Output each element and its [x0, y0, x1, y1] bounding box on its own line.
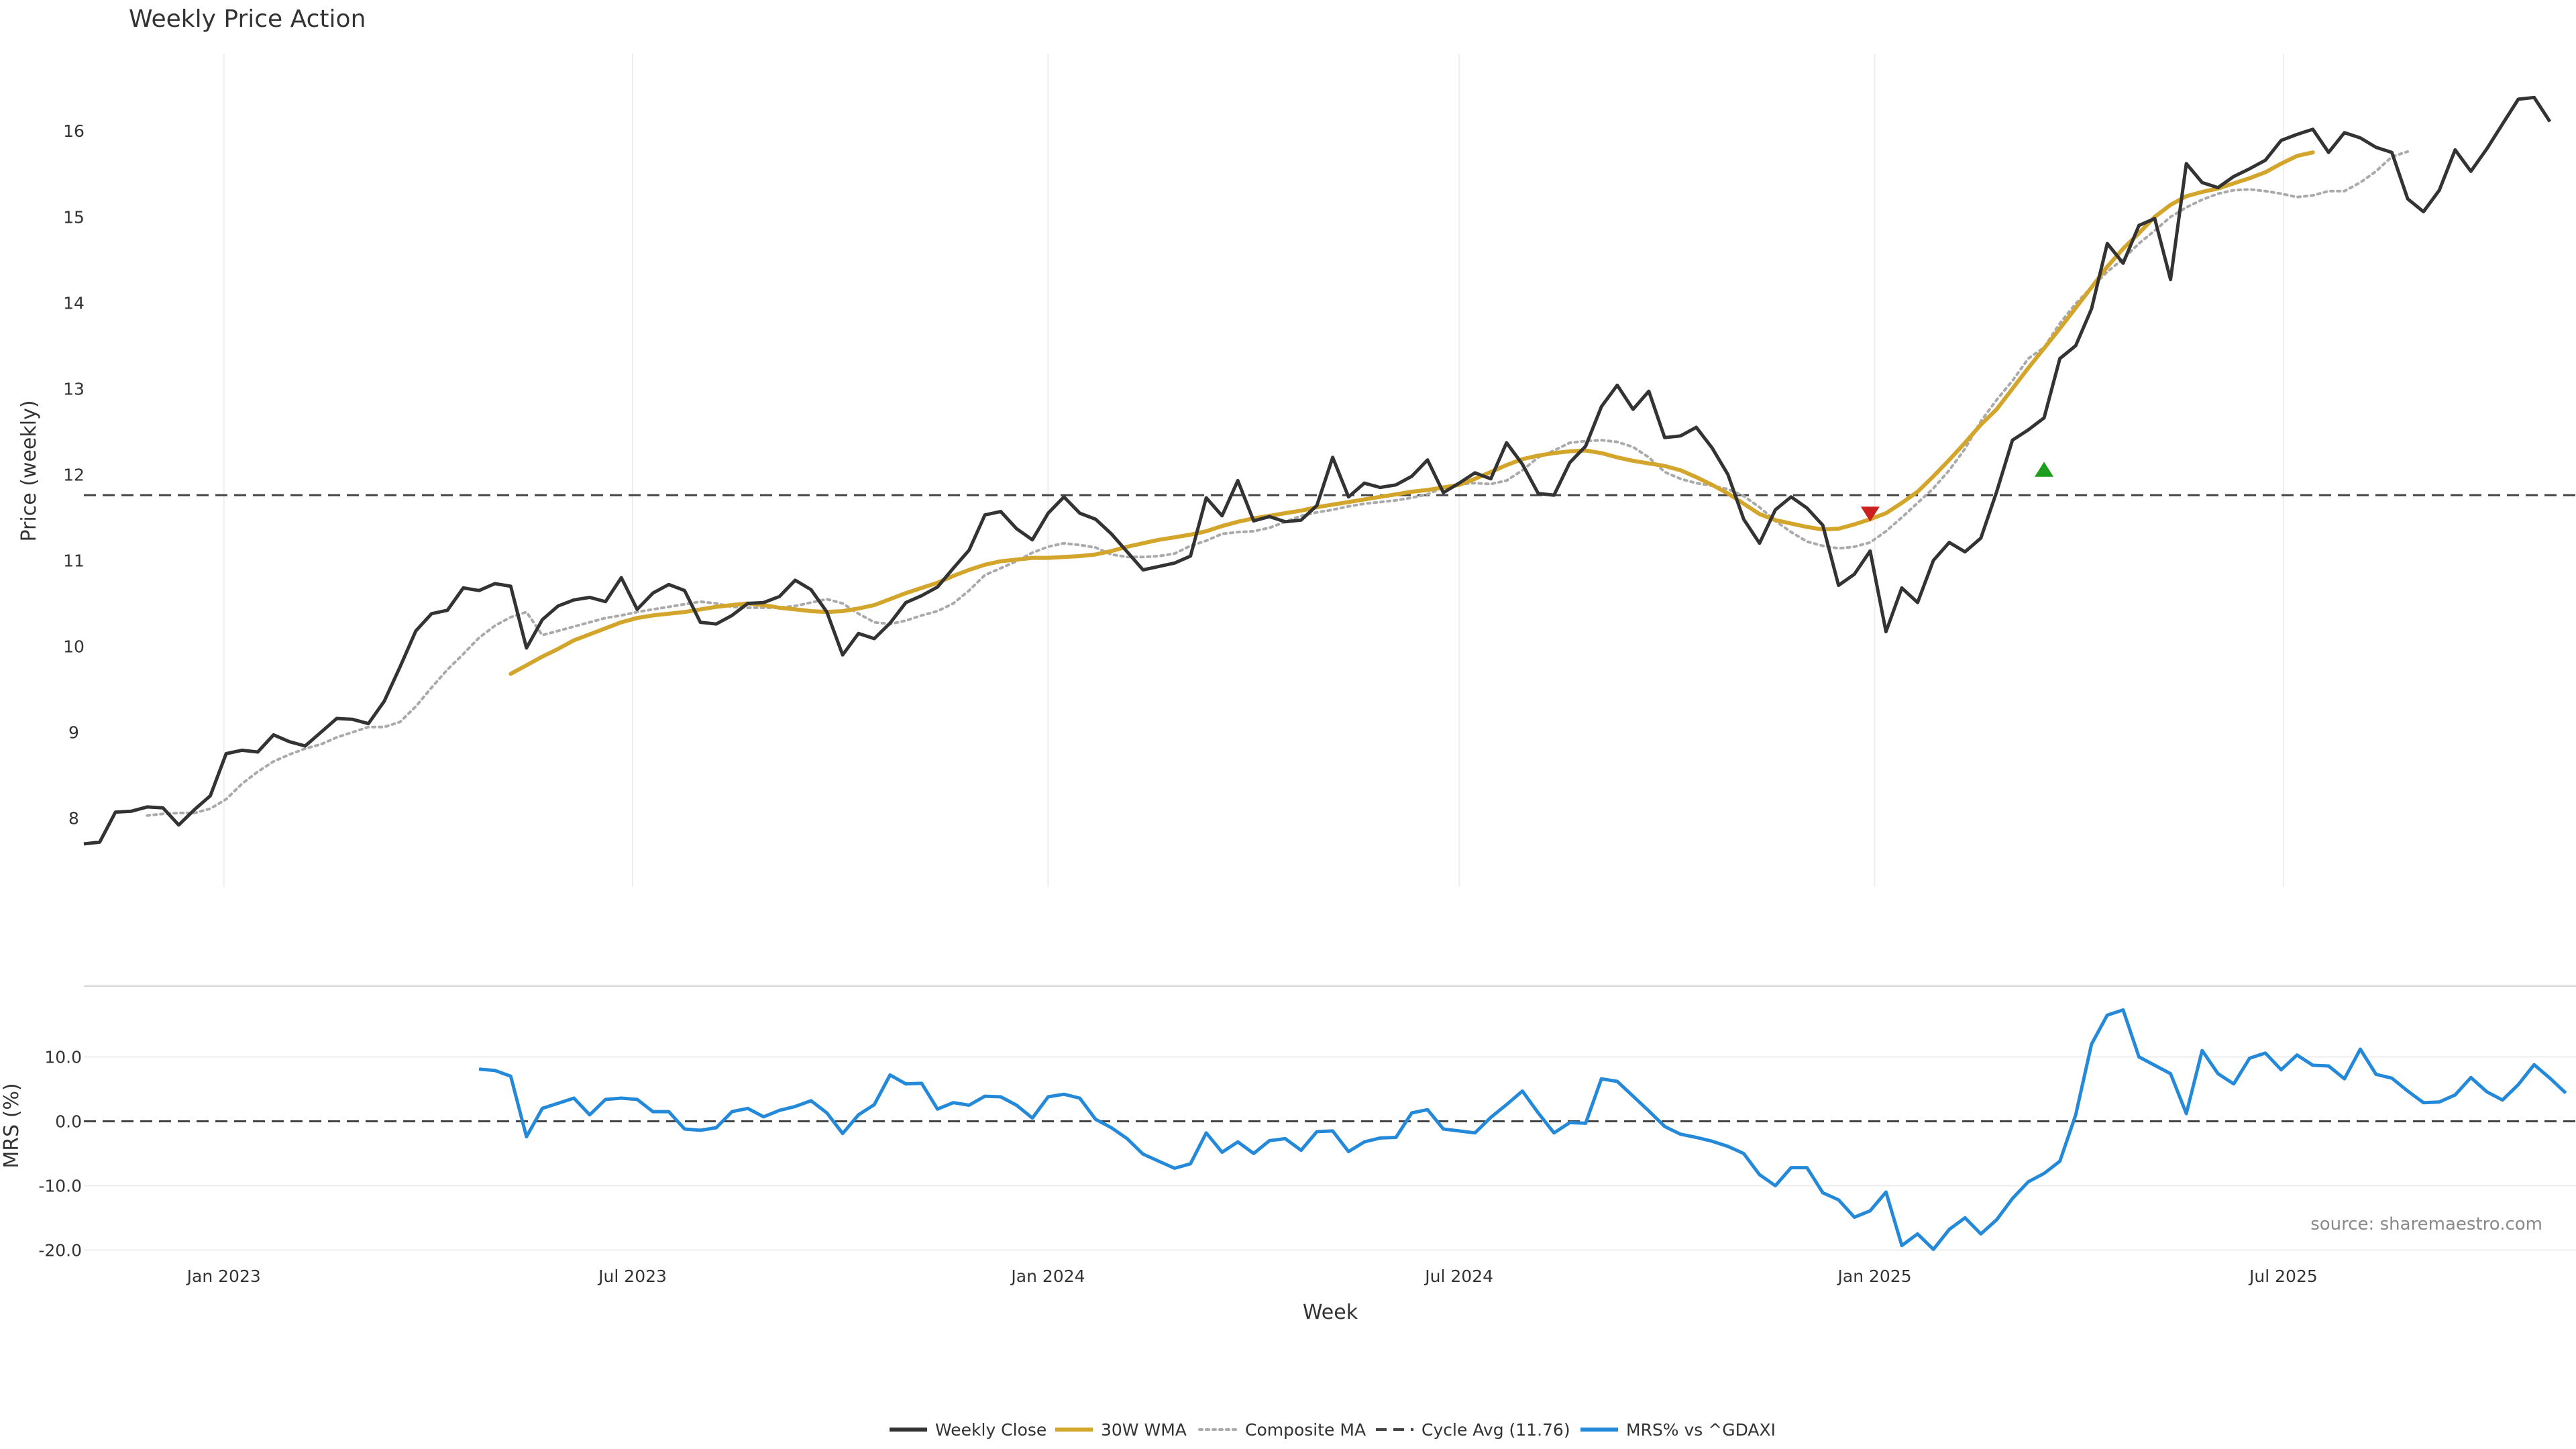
sell-signal-marker	[1860, 506, 1880, 522]
legend-label: 30W WMA	[1101, 1420, 1187, 1440]
mrs-line	[478, 1008, 2567, 1251]
legend-label: Cycle Avg (11.76)	[1421, 1420, 1570, 1440]
x-tick-label: Jul 2025	[2248, 1267, 2318, 1286]
price-y-tick-label: 11	[63, 551, 85, 570]
x-tick-label: Jan 2024	[1010, 1267, 1085, 1286]
x-tick-label: Jan 2023	[186, 1267, 261, 1286]
price-series	[83, 95, 2552, 846]
mrs-y-axis-label: MRS (%)	[0, 1083, 23, 1168]
price-y-axis-label: Price (weekly)	[17, 400, 41, 541]
mrs-y-tick-label: 0.0	[55, 1112, 82, 1132]
mrs-y-tick-label: -20.0	[38, 1240, 82, 1260]
legend-item: MRS% vs ^GDAXI	[1580, 1420, 1776, 1440]
legend-label: Composite MA	[1245, 1420, 1366, 1440]
x-tick-label: Jul 2024	[1424, 1267, 1493, 1286]
price-panel: 8 9 10 11 12 13 14 15 16	[63, 54, 2576, 887]
price-y-tick-label: 14	[63, 293, 85, 313]
price-gridlines	[223, 54, 2284, 887]
legend-item: Cycle Avg (11.76)	[1376, 1420, 1570, 1440]
price-y-tick-label: 12	[63, 465, 85, 484]
chart-title: Weekly Price Action	[129, 5, 366, 33]
legend-item: 30W WMA	[1055, 1420, 1187, 1440]
price-y-tick-label: 9	[68, 723, 79, 743]
legend-item: Weekly Close	[890, 1420, 1046, 1440]
price-y-tick-label: 15	[63, 207, 85, 227]
source-note: source: sharemaestro.com	[2310, 1214, 2542, 1234]
mrs-panel: 10.0 0.0 -10.0 -20.0	[38, 1008, 2576, 1260]
legend: Weekly Close 30W WMA Composite MA Cycle Avg…	[890, 1420, 1776, 1440]
composite-ma-line	[146, 150, 2410, 817]
price-y-tick-label: 10	[63, 637, 85, 656]
mrs-y-tick-label: -10.0	[38, 1176, 82, 1195]
signal-markers	[1860, 462, 2054, 522]
wma-30w-line	[508, 150, 2315, 676]
mrs-y-tick-label: 10.0	[44, 1048, 82, 1067]
mrs-series	[478, 1008, 2567, 1251]
price-y-tick-label: 13	[63, 379, 85, 398]
legend-label: MRS% vs ^GDAXI	[1626, 1420, 1776, 1440]
mrs-y-ticks: 10.0 0.0 -10.0 -20.0	[38, 1048, 82, 1260]
x-axis-ticks: Jan 2023 Jul 2023 Jan 2024 Jul 2024 Jan 2025…	[186, 1267, 2318, 1286]
price-y-ticks: 8 9 10 11 12 13 14 15 16	[63, 121, 85, 828]
buy-signal-marker	[2035, 462, 2054, 477]
legend-item: Composite MA	[1198, 1420, 1366, 1440]
weekly-close-line	[83, 95, 2552, 846]
x-tick-label: Jan 2025	[1837, 1267, 1912, 1286]
mrs-gridlines	[84, 1056, 2576, 1251]
legend-label: Weekly Close	[935, 1420, 1046, 1440]
price-y-tick-label: 8	[68, 809, 79, 828]
x-tick-label: Jul 2023	[597, 1267, 667, 1286]
price-y-tick-label: 16	[63, 121, 85, 141]
x-axis-label: Week	[1303, 1301, 1358, 1324]
